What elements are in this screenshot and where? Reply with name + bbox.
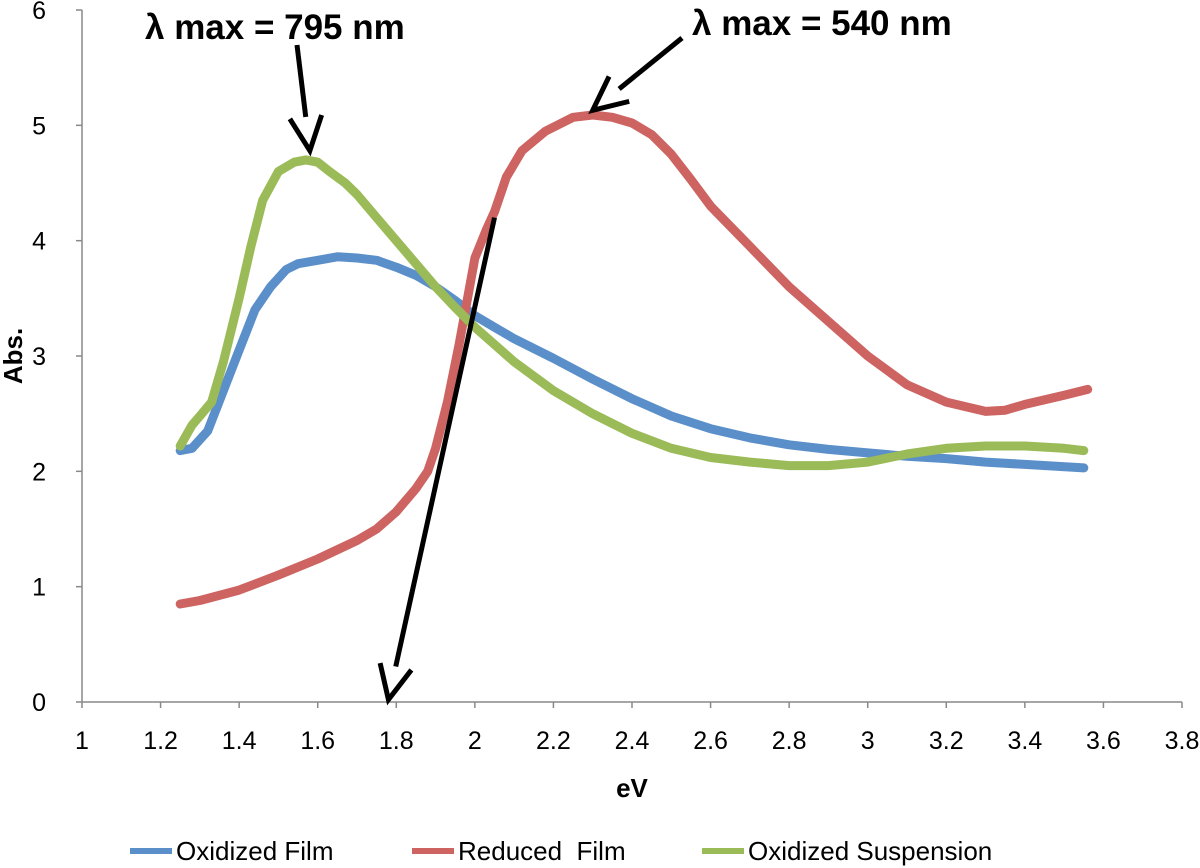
y-tick-label: 0 (32, 689, 46, 717)
x-axis-title: eV (616, 773, 648, 803)
y-tick-label: 5 (32, 112, 46, 140)
legend-label-reduced-film: Reduced Film (458, 836, 626, 866)
y-tick-label: 2 (32, 458, 46, 486)
x-tick-label: 1.6 (300, 727, 335, 755)
y-tick-label: 3 (32, 343, 46, 371)
x-tick-label: 2.8 (772, 727, 807, 755)
series-layer (175, 110, 1093, 609)
x-tick-label: 2.6 (693, 727, 728, 755)
x-tick-label: 3 (861, 727, 875, 755)
legend-label-oxidized-film: Oxidized Film (176, 836, 333, 866)
y-tick-label: 1 (32, 574, 46, 602)
annotation-lambda-max-795: λ max = 795 nm (145, 8, 405, 47)
arrow-shaft (294, 44, 309, 118)
annotation-lambda-max-540: λ max = 540 nm (692, 4, 952, 43)
arrow-head (377, 662, 414, 706)
arrow-lambda-max-795 (287, 44, 325, 157)
y-tick-label: 4 (32, 228, 46, 256)
x-tick-label: 1.8 (379, 727, 414, 755)
x-tick-label: 2 (468, 727, 482, 755)
annotation-layer (287, 36, 684, 706)
arrow-head (287, 114, 325, 157)
x-tick-label: 3.2 (929, 727, 964, 755)
y-axis-title: Abs. (0, 328, 28, 384)
series-line-oxidized-suspension (175, 155, 1089, 471)
x-tick-label: 3.4 (1007, 727, 1042, 755)
x-ticks: 1 1.2 1.4 1.6 1.8 2 2.2 2.4 2.6 2.8 3 3.2 3.4 3.6 3.8 (75, 702, 1199, 755)
x-tick-label: 3.6 (1086, 727, 1121, 755)
x-tick-label: 3.8 (1165, 727, 1200, 755)
x-tick-label: 1.2 (143, 727, 178, 755)
plot-area: 0 1 2 3 4 5 6 1 1.2 1.4 1.6 1.8 2 2.2 2.4 2.6 2.8 3 3.2 3.… (32, 0, 1199, 755)
x-tick-label: 1.4 (222, 727, 257, 755)
arrow-lambda-max-540 (588, 36, 684, 115)
legend: Oxidized Film Reduced Film Oxidized Susp… (130, 836, 992, 866)
series-line-reduced-film (175, 110, 1093, 609)
x-tick-label: 1 (75, 727, 89, 755)
arrow-onset-to-axis (377, 217, 497, 706)
y-ticks: 0 1 2 3 4 5 6 (32, 0, 82, 717)
x-tick-label: 2.4 (615, 727, 650, 755)
legend-label-oxidized-suspension: Oxidized Suspension (748, 836, 992, 866)
arrow-shaft (393, 217, 497, 668)
arrow-head (588, 75, 630, 115)
arrow-shaft (617, 36, 684, 91)
x-tick-label: 2.2 (536, 727, 571, 755)
y-tick-label: 6 (32, 0, 46, 25)
